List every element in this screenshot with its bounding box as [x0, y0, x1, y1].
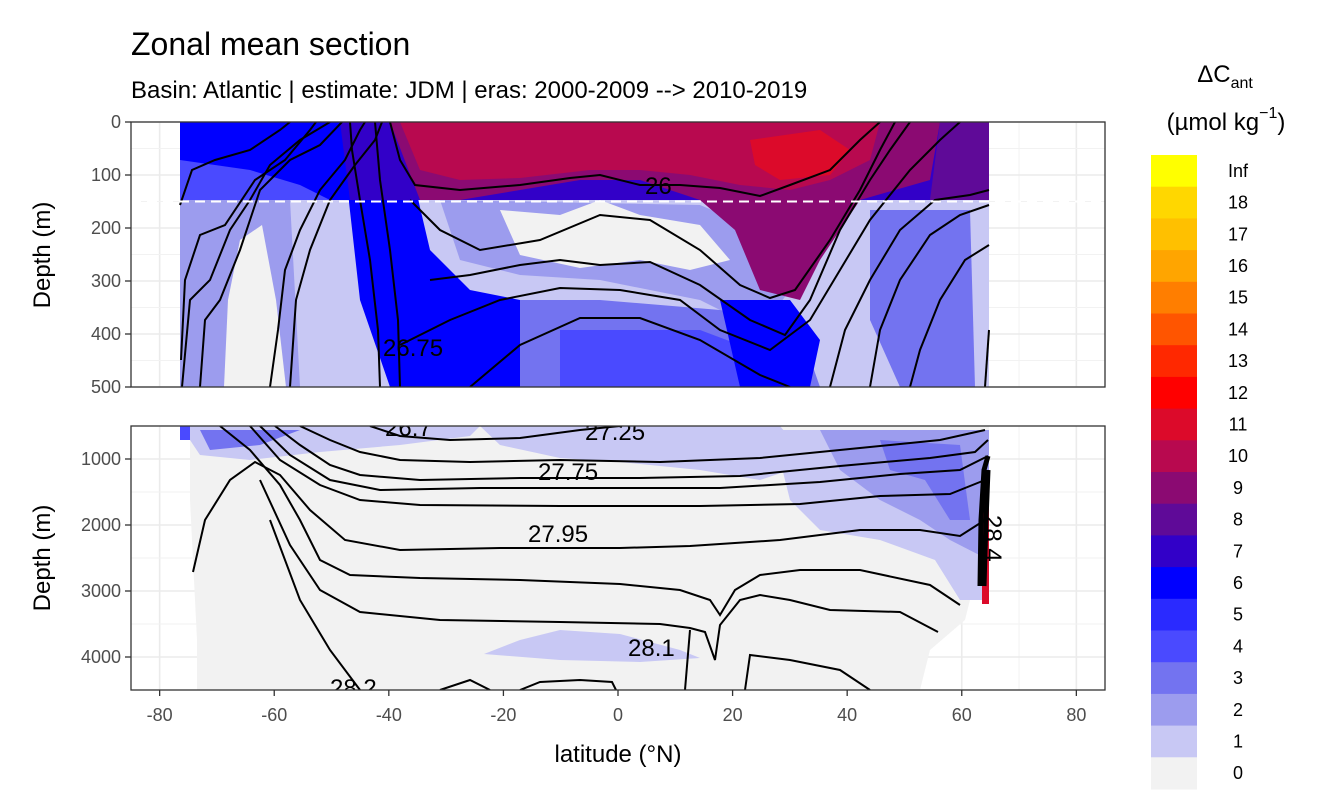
chart-title: Zonal mean section	[131, 26, 410, 62]
legend-key	[1151, 218, 1197, 251]
legend-label: 2	[1233, 700, 1243, 720]
legend-key	[1151, 472, 1197, 505]
legend-label: 3	[1233, 668, 1243, 688]
legend-key	[1151, 598, 1197, 631]
legend-label: 17	[1228, 224, 1248, 244]
contour-label: 27.25	[585, 419, 645, 446]
y-tick-label: 300	[91, 271, 121, 291]
y-tick-label: 400	[91, 324, 121, 344]
legend-key	[1151, 567, 1197, 600]
legend-key	[1151, 408, 1197, 441]
legend-key	[1151, 693, 1197, 727]
legend-label: 10	[1228, 446, 1248, 466]
legend-label: 14	[1228, 319, 1248, 339]
contour-label: 26	[645, 173, 672, 200]
x-axis-title: latitude (°N)	[555, 741, 682, 768]
x-tick-label: 60	[952, 705, 972, 725]
y-tick-label: 3000	[81, 581, 121, 601]
upper-field: 26 26.75	[131, 122, 1105, 387]
contour-label: 28.1	[628, 635, 675, 662]
legend-label: 9	[1233, 478, 1243, 498]
legend-label: 0	[1233, 763, 1243, 783]
field-patch	[750, 130, 850, 180]
contour-label: 27.75	[538, 459, 598, 486]
y-tick-label: 100	[91, 165, 121, 185]
x-tick-label: 0	[613, 705, 623, 725]
legend-key	[1151, 630, 1197, 663]
legend-key	[1151, 281, 1197, 314]
x-tick-label: 80	[1066, 705, 1086, 725]
legend-label: 7	[1233, 541, 1243, 561]
field-patch	[484, 630, 700, 662]
y-tick-label: 500	[91, 377, 121, 397]
legend-label: 16	[1228, 256, 1248, 276]
y-tick-label: 2000	[81, 515, 121, 535]
legend-label: 15	[1228, 288, 1248, 308]
contour-label: 27.95	[528, 521, 588, 548]
lower-contours-bold	[977, 455, 991, 587]
legend-label: 4	[1233, 636, 1243, 656]
legend-label: Inf	[1228, 161, 1249, 181]
y-axis-title-upper: Depth (m)	[29, 202, 56, 309]
contour-label: 28.2	[330, 675, 377, 702]
legend-label: 6	[1233, 573, 1243, 593]
legend-key	[1151, 725, 1197, 758]
y-tick-label: 200	[91, 218, 121, 238]
legend-key	[1151, 503, 1197, 536]
legend-key	[1151, 757, 1197, 790]
upper-contours	[179, 122, 990, 387]
legend-title: ΔCant	[1197, 61, 1253, 92]
legend-key	[1151, 250, 1197, 283]
legend-key	[1151, 376, 1197, 410]
x-tick-label: -60	[261, 705, 287, 725]
field-patch	[480, 426, 800, 480]
legend-key	[1151, 440, 1197, 473]
x-tick-label: 20	[723, 705, 743, 725]
chart-subtitle: Basin: Atlantic | estimate: JDM | eras: …	[131, 77, 807, 104]
y-axis-title-lower: Depth (m)	[29, 505, 56, 612]
x-tick-label: -40	[376, 705, 402, 725]
upper-panel-border	[130, 121, 1106, 388]
legend-label: 11	[1229, 414, 1248, 434]
legend-key	[1151, 662, 1197, 695]
legend-key	[1151, 313, 1197, 346]
field-patch	[180, 426, 190, 440]
lower-contours	[192, 426, 989, 690]
field-patch	[224, 225, 286, 387]
legend-label: 12	[1228, 383, 1248, 403]
legend-label: 5	[1233, 605, 1243, 625]
y-tick-label: 0	[111, 112, 121, 132]
legend-label: 13	[1228, 351, 1248, 371]
legend-label: 8	[1233, 510, 1243, 530]
legend: ΔCant (µmol kg−1) Inf1817161514131211109…	[1151, 61, 1285, 790]
field-patch	[500, 200, 730, 270]
x-tick-label: 40	[837, 705, 857, 725]
y-tick-label: 4000	[81, 647, 121, 667]
contour-label: 26.75	[383, 335, 443, 362]
x-tick-label: -20	[490, 705, 516, 725]
legend-key	[1151, 345, 1197, 378]
legend-key	[1151, 535, 1197, 568]
contour-label: 26.7	[385, 415, 432, 442]
legend-label: 18	[1228, 193, 1248, 213]
lower-field: 27.25 27.75 27.95 28.1 28.2 26.7 28.4	[180, 415, 1006, 702]
contour-label: 28.4	[979, 515, 1006, 562]
legend-key	[1151, 155, 1197, 188]
x-tick-label: -80	[147, 705, 173, 725]
legend-label: 1	[1233, 731, 1243, 751]
field-patch	[870, 210, 975, 387]
y-tick-label: 1000	[81, 449, 121, 469]
legend-key	[1151, 186, 1197, 219]
field-patch	[930, 122, 989, 200]
legend-units: (µmol kg−1)	[1167, 105, 1286, 136]
field-patch	[200, 430, 300, 450]
